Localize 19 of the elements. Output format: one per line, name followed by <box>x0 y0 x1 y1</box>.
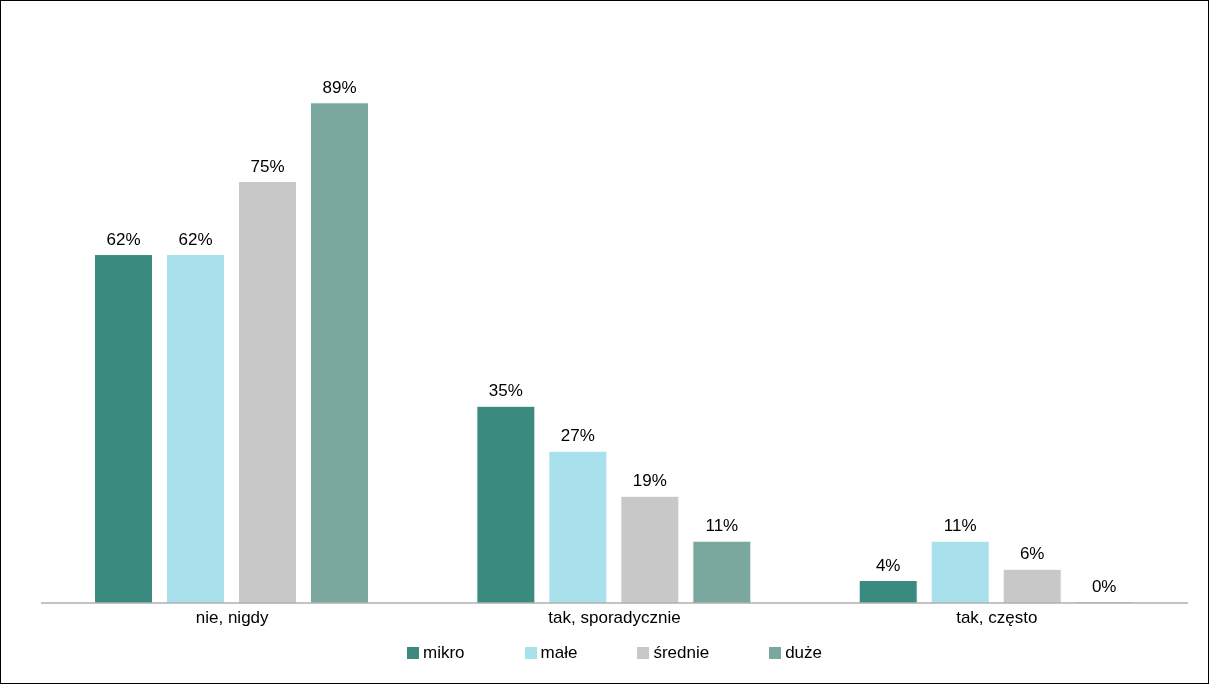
data-label: 6% <box>1019 544 1045 564</box>
legend-label: duże <box>784 643 823 663</box>
x-tick-label: tak, sporadycznie <box>548 608 681 628</box>
x-tick-label: tak, często <box>956 608 1038 628</box>
data-label: 27% <box>560 426 595 446</box>
data-label: 4% <box>875 555 901 575</box>
legend-label: mikro <box>421 643 465 663</box>
data-label: 0% <box>1091 577 1117 596</box>
data-label: 75% <box>250 156 285 176</box>
data-label: 11% <box>943 516 977 536</box>
legend-label: małe <box>539 643 578 663</box>
x-tick-label: nie, nigdy <box>195 608 270 628</box>
data-label: 62% <box>106 229 141 249</box>
data-label: 11% <box>705 516 739 536</box>
data-label: 19% <box>632 471 667 491</box>
data-label: 89% <box>322 77 357 97</box>
data-label: 35% <box>488 381 523 401</box>
legend-label: średnie <box>652 643 710 663</box>
data-label: 62% <box>178 229 213 249</box>
